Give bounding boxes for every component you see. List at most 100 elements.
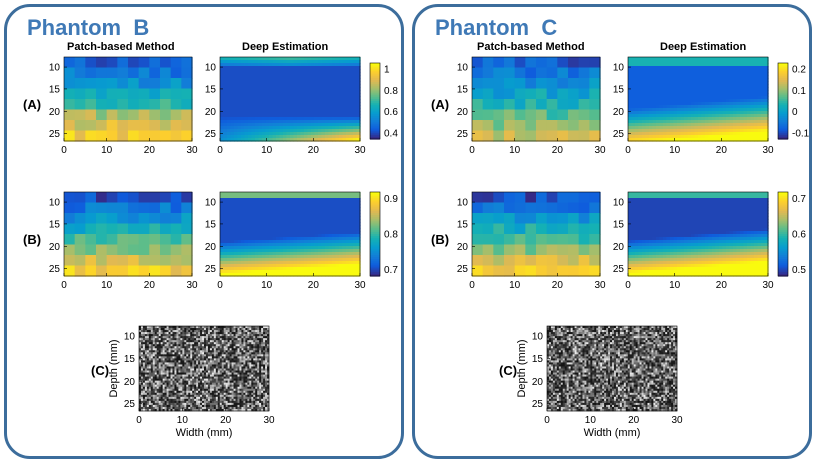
estimate-cell <box>346 225 351 229</box>
speckle <box>148 332 152 335</box>
speckle <box>225 344 228 347</box>
estimate-cell <box>325 234 330 238</box>
speckle <box>172 388 175 392</box>
patch-cell <box>106 244 118 256</box>
estimate-cell <box>293 87 298 91</box>
estimate-cell <box>244 72 249 76</box>
speckle <box>139 348 142 351</box>
speckle <box>263 332 266 335</box>
speckle <box>217 374 221 377</box>
patch-cell <box>85 99 97 111</box>
speckle <box>227 392 230 396</box>
estimate-cell <box>241 210 246 214</box>
estimate-cell <box>276 261 281 265</box>
estimate-cell <box>300 90 305 94</box>
speckle <box>142 368 146 371</box>
speckle <box>182 334 185 337</box>
estimate-cell <box>269 87 274 91</box>
speckle <box>182 336 185 339</box>
estimate-cell <box>314 267 319 271</box>
estimate-cell <box>220 213 225 217</box>
speckle <box>205 356 209 359</box>
estimate-cell <box>279 108 284 112</box>
speckle <box>200 346 203 349</box>
estimate-cell <box>269 108 274 112</box>
speckle <box>184 328 187 331</box>
estimate-cell <box>332 81 337 85</box>
estimate-cell <box>234 252 239 256</box>
patch-cell <box>128 192 140 204</box>
speckle <box>239 388 242 392</box>
speckle <box>174 366 177 369</box>
speckle <box>190 380 193 383</box>
speckle <box>160 388 163 392</box>
estimate-cell <box>318 222 323 226</box>
patch-cell <box>117 130 129 142</box>
estimate-cell <box>353 129 358 133</box>
speckle <box>170 384 173 388</box>
speckle <box>243 330 246 333</box>
estimate-cell <box>251 192 256 196</box>
estimate-cell <box>262 102 267 106</box>
speckle <box>219 354 223 357</box>
estimate-cell <box>321 102 326 106</box>
speckle <box>211 396 215 400</box>
estimate-cell <box>328 111 333 115</box>
speckle <box>200 366 203 369</box>
estimate-cell <box>318 255 323 259</box>
estimate-cell <box>307 222 312 226</box>
speckle <box>235 396 238 400</box>
speckle <box>166 338 169 341</box>
estimate-cell <box>265 126 270 130</box>
speckle <box>202 386 205 390</box>
speckle <box>180 388 183 392</box>
estimate-cell <box>279 66 284 70</box>
estimate-cell <box>258 273 263 277</box>
speckle <box>213 360 217 363</box>
estimate-cell <box>353 102 358 106</box>
patch-cell <box>149 255 161 267</box>
speckle <box>211 384 215 388</box>
speckle <box>158 366 161 369</box>
estimate-cell <box>241 93 246 97</box>
estimate-cell <box>335 258 340 262</box>
speckle <box>205 346 209 349</box>
estimate-cell <box>248 120 253 124</box>
estimate-cell <box>349 120 354 124</box>
estimate-cell <box>276 126 281 130</box>
speckle <box>239 336 242 339</box>
speckle <box>158 358 161 361</box>
speckle <box>172 382 175 385</box>
estimate-cell <box>332 249 337 253</box>
estimate-cell <box>241 231 246 235</box>
estimate-cell <box>300 204 305 208</box>
speckle <box>267 338 270 341</box>
speckle <box>227 388 230 392</box>
patch-cell <box>117 244 129 256</box>
speckle <box>261 354 264 357</box>
estimate-cell <box>265 96 270 100</box>
estimate-cell <box>227 138 232 142</box>
patch-cell <box>106 130 118 142</box>
estimate-cell <box>255 84 260 88</box>
speckle <box>221 364 224 367</box>
estimate-cell <box>258 57 263 61</box>
estimate-cell <box>234 66 239 70</box>
speckle <box>178 342 181 345</box>
estimate-cell <box>342 108 347 112</box>
speckle <box>237 334 240 337</box>
estimate-cell <box>332 126 337 130</box>
speckle <box>233 374 236 377</box>
speckle <box>204 392 207 396</box>
speckle <box>154 332 158 335</box>
speckle <box>144 378 148 381</box>
estimate-cell <box>325 207 330 211</box>
estimate-cell <box>258 204 263 208</box>
speckle <box>221 354 224 357</box>
estimate-cell <box>241 66 246 70</box>
estimate-cell <box>234 129 239 133</box>
speckle <box>152 394 156 398</box>
estimate-cell <box>335 120 340 124</box>
estimate-cell <box>304 228 309 232</box>
speckle <box>156 398 159 402</box>
